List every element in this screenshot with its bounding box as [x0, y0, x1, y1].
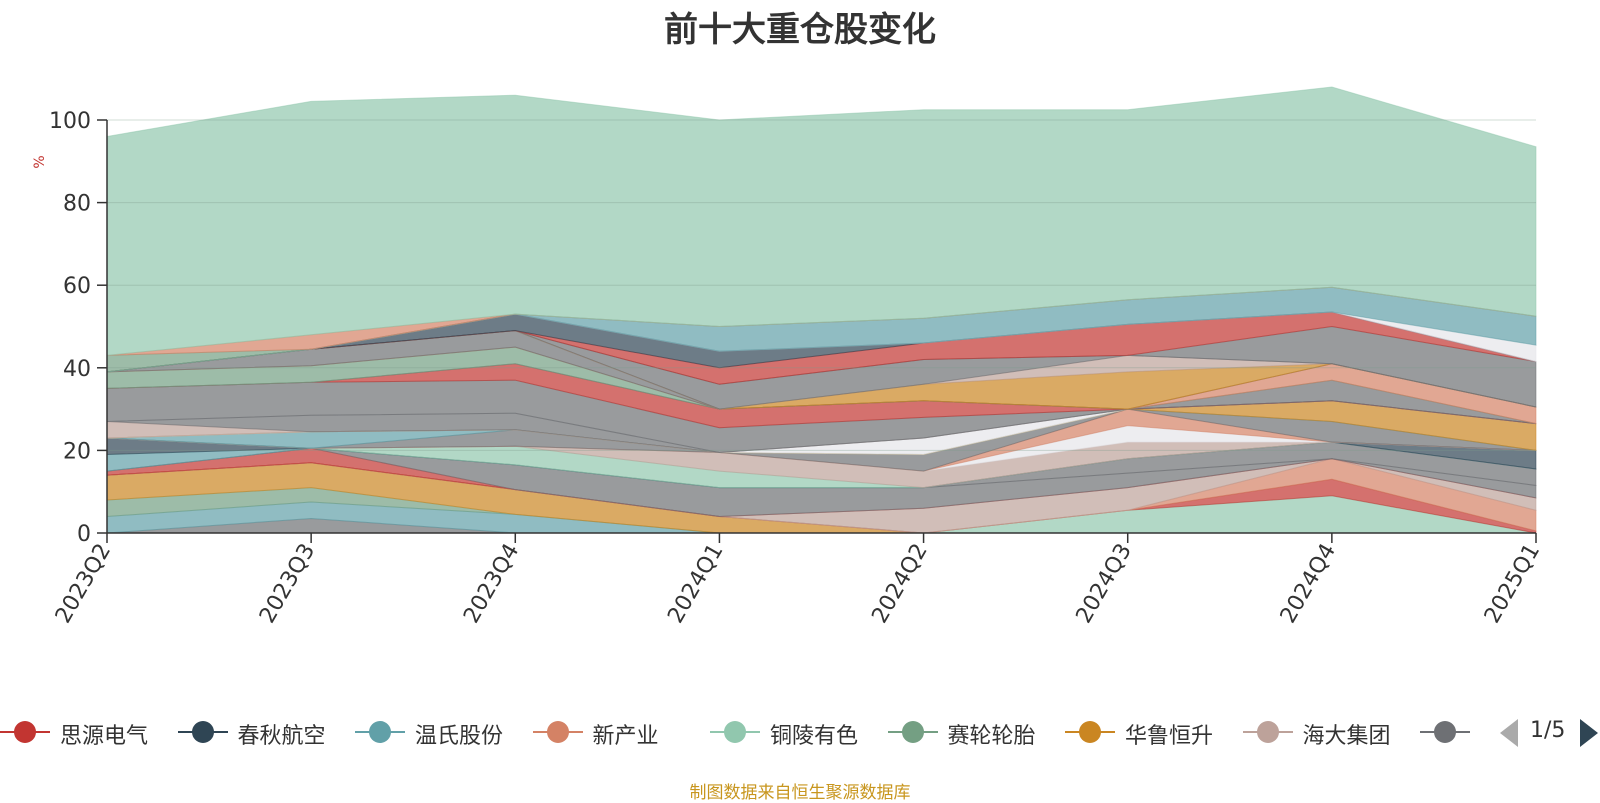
legend-label: 新产业 [592, 724, 659, 749]
legend-item[interactable]: 赛轮轮胎 [887, 712, 1058, 752]
x-tick-label: 2024Q4 [1276, 540, 1341, 628]
legend-label: 思源电气 [60, 724, 149, 749]
y-axis-unit-label: % [32, 155, 48, 168]
x-tick-label: 2023Q2 [51, 540, 116, 628]
legend: 思源电气 春秋航空 温氏股份 新产业 铜陵有色 赛轮轮胎 华鲁恒升 海大集团 杭 [0, 712, 1480, 752]
x-tick-label: 2024Q3 [1072, 540, 1137, 628]
legend-label: 华鲁恒升 [1125, 724, 1214, 749]
legend-item[interactable]: 杭 [1420, 712, 1480, 752]
legend-dot-marker [1434, 721, 1456, 743]
x-tick-label: 2023Q3 [255, 540, 320, 628]
y-tick-label: 40 [63, 357, 91, 382]
legend-dot-marker [546, 721, 569, 743]
y-tick-label: 100 [49, 109, 91, 134]
x-tick-label: 2023Q4 [459, 540, 524, 628]
legend-dot-marker [1079, 721, 1101, 743]
legend-dot-marker [191, 721, 214, 743]
area-series-39 [106, 86, 1537, 356]
legend-label: 铜陵有色 [770, 724, 859, 749]
x-tick-label: 2025Q1 [1480, 540, 1545, 628]
legend-label: 海大集团 [1302, 724, 1391, 749]
chart-title: 前十大重仓股变化 [664, 10, 936, 50]
y-tick-label: 0 [77, 522, 91, 547]
legend-item[interactable]: 温氏股份 [355, 712, 525, 752]
y-tick-label: 60 [63, 274, 91, 299]
x-tick-label: 2024Q2 [867, 540, 932, 628]
legend-dot-marker [724, 721, 746, 743]
grid-layer [107, 119, 1536, 451]
legend-pager: 1/5 [1500, 716, 1600, 750]
legend-item[interactable]: 春秋航空 [177, 712, 348, 752]
legend-dot-marker [901, 721, 924, 743]
legend-item[interactable]: 铜陵有色 [710, 712, 880, 752]
legend-page-indicator: 1/5 [1530, 718, 1566, 743]
legend-item[interactable]: 华鲁恒升 [1065, 712, 1235, 752]
legend-item[interactable]: 新产业 [532, 712, 703, 752]
legend-dot-marker [369, 721, 391, 743]
y-tick-label: 80 [63, 192, 91, 217]
legend-item[interactable]: 海大集团 [1242, 712, 1413, 752]
y-tick-label: 20 [63, 439, 91, 464]
source-note: 制图数据来自恒生聚源数据库 [689, 783, 911, 803]
legend-label: 温氏股份 [415, 724, 504, 749]
area-layer [106, 86, 1537, 534]
legend-next-page-button[interactable] [1580, 719, 1598, 747]
legend-label: 春秋航空 [237, 724, 326, 749]
legend-dot-marker [1256, 721, 1279, 743]
legend-prev-page-button[interactable] [1500, 719, 1518, 747]
x-tick-label: 2024Q1 [663, 540, 728, 628]
legend-item[interactable]: 思源电气 [0, 712, 170, 752]
legend-label: 赛轮轮胎 [947, 724, 1036, 749]
legend-dot-marker [14, 721, 36, 743]
